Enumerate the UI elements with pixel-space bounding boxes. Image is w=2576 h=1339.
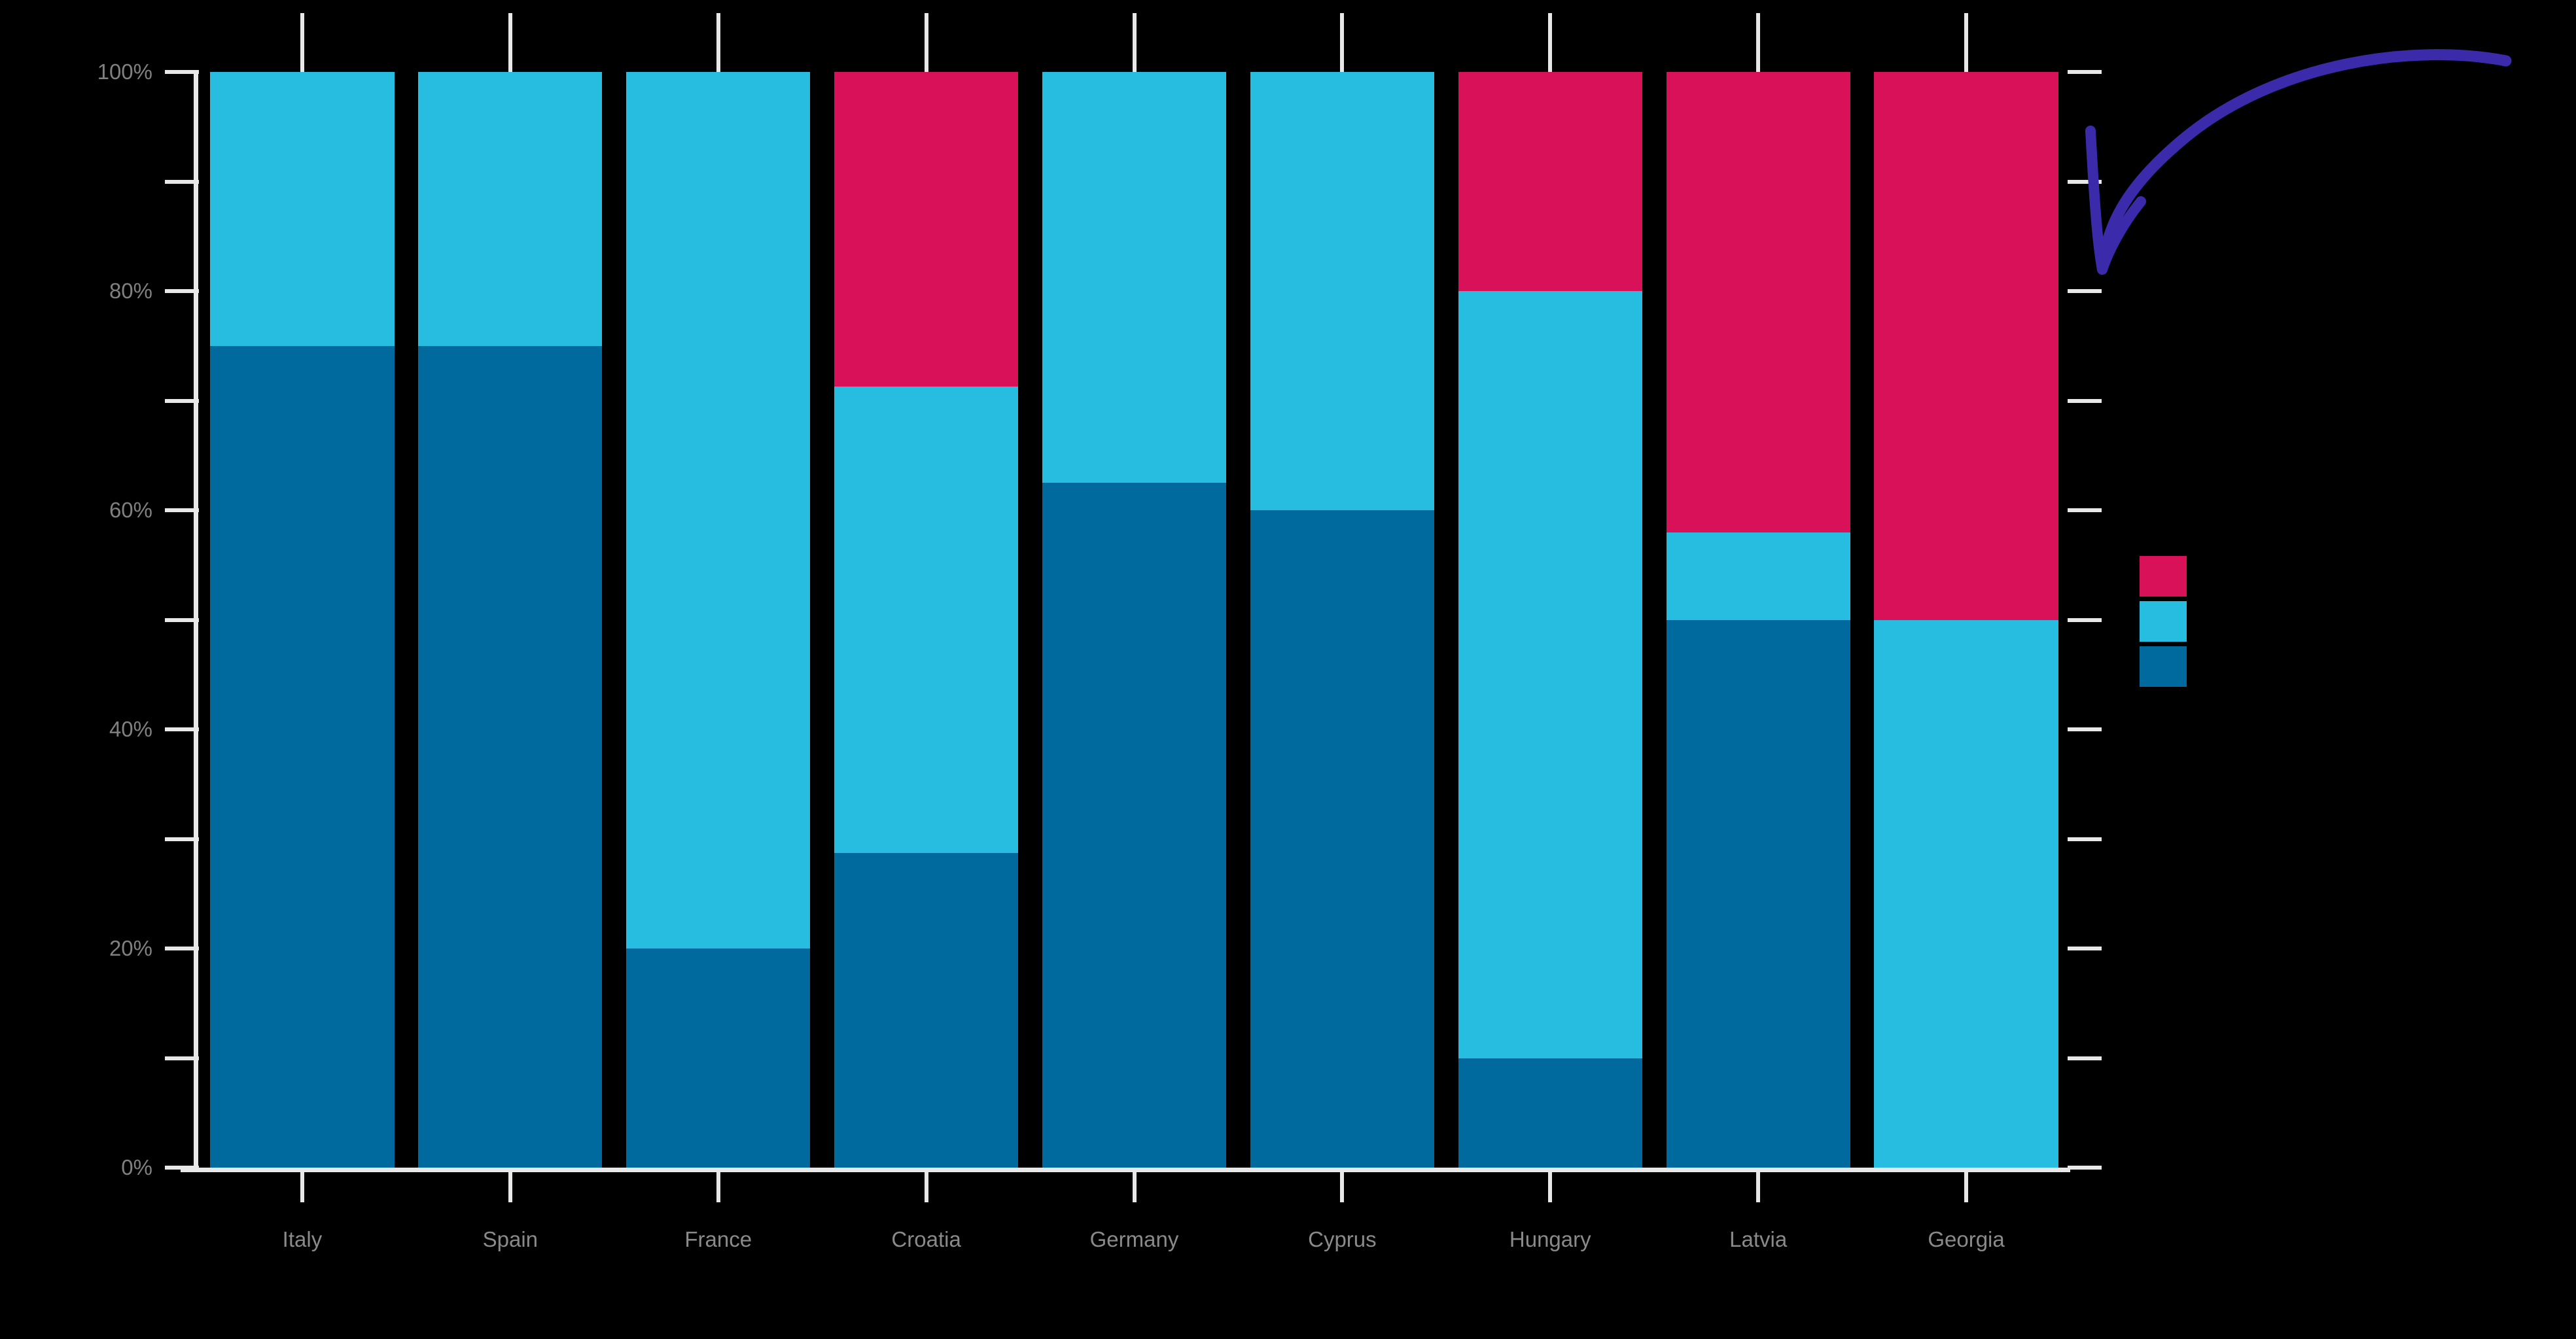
arrow-head-right <box>2097 196 2146 275</box>
bar-stack[interactable] <box>210 72 395 1168</box>
bar-segment[interactable] <box>1458 1058 1642 1168</box>
y-tick-minor <box>165 617 199 622</box>
bars-container <box>198 72 2070 1168</box>
bar-segment[interactable] <box>1042 483 1227 1168</box>
bar-segment[interactable] <box>210 72 395 346</box>
y-tick-major-right <box>2068 70 2102 74</box>
x-axis-category-label: Latvia <box>1729 1227 1788 1251</box>
bar-segment[interactable] <box>1666 619 1850 1168</box>
bar-segment[interactable] <box>1250 510 1435 1168</box>
x-tick-bottom <box>508 1170 512 1202</box>
x-tick-bottom <box>300 1170 304 1202</box>
x-tick-top <box>508 13 512 73</box>
y-tick-major-right <box>2068 289 2102 293</box>
legend-swatch-top[interactable] <box>2140 556 2187 597</box>
bar-segment[interactable] <box>1874 72 2058 620</box>
x-tick-top <box>1548 13 1553 73</box>
y-tick-major <box>165 947 199 950</box>
x-tick-top <box>1756 13 1761 73</box>
y-tick-major <box>165 1166 199 1170</box>
x-axis-category-label: Hungary <box>1509 1227 1591 1251</box>
y-tick-major-right <box>2068 947 2102 950</box>
y-tick-minor <box>165 837 199 841</box>
bar-stack[interactable] <box>1874 72 2058 1168</box>
y-tick-minor-right <box>2068 398 2102 403</box>
bar-segment[interactable] <box>1042 72 1227 483</box>
bar-segment[interactable] <box>1666 532 1850 620</box>
y-axis-tick-label: 0% <box>121 1155 152 1179</box>
y-tick-major-right <box>2068 508 2102 512</box>
x-tick-bottom <box>924 1170 928 1202</box>
y-tick-minor <box>165 179 199 184</box>
y-tick-major <box>165 289 199 293</box>
x-tick-bottom <box>1132 1170 1137 1202</box>
x-tick-bottom <box>1340 1170 1345 1202</box>
x-axis-category-label: Spain <box>482 1227 538 1251</box>
bar-stack[interactable] <box>1250 72 1435 1168</box>
x-axis-category-label: Germany <box>1089 1227 1179 1251</box>
arrow-head-left <box>2085 126 2108 275</box>
legend <box>2140 556 2187 691</box>
y-tick-major <box>165 70 199 74</box>
bar-segment[interactable] <box>1458 291 1642 1058</box>
y-tick-major <box>165 508 199 512</box>
bar-stack[interactable] <box>418 72 603 1168</box>
x-axis-category-label: France <box>684 1227 752 1251</box>
y-tick-minor-right <box>2068 1056 2102 1060</box>
x-axis-category-label: Cyprus <box>1308 1227 1377 1251</box>
y-axis-tick-label: 20% <box>109 936 152 960</box>
legend-swatch-bottom[interactable] <box>2140 646 2187 687</box>
x-tick-bottom <box>1964 1170 1969 1202</box>
x-tick-top <box>1340 13 1345 73</box>
bar-stack[interactable] <box>626 72 811 1168</box>
bar-segment[interactable] <box>1874 619 2058 1168</box>
bar-segment[interactable] <box>418 345 603 1168</box>
x-tick-bottom <box>716 1170 720 1202</box>
legend-swatch-middle[interactable] <box>2140 601 2187 642</box>
bar-stack[interactable] <box>1458 72 1642 1168</box>
bar-segment[interactable] <box>1458 72 1642 291</box>
annotation-arrow-icon <box>2085 49 2512 275</box>
bar-stack[interactable] <box>1042 72 1227 1168</box>
bar-segment[interactable] <box>1666 72 1850 532</box>
y-tick-minor <box>165 1056 199 1060</box>
bar-segment[interactable] <box>834 853 1019 1168</box>
bar-stack[interactable] <box>834 72 1019 1168</box>
y-axis-tick-label: 40% <box>109 717 152 741</box>
bar-segment[interactable] <box>834 72 1019 387</box>
x-tick-bottom <box>1756 1170 1761 1202</box>
bar-segment[interactable] <box>626 72 811 948</box>
bar-stack[interactable] <box>1666 72 1850 1168</box>
x-axis-line <box>181 1168 2070 1172</box>
y-tick-minor-right <box>2068 179 2102 184</box>
y-tick-minor-right <box>2068 617 2102 622</box>
y-axis-tick-label: 100% <box>97 60 152 84</box>
y-tick-major-right <box>2068 727 2102 731</box>
x-tick-bottom <box>1548 1170 1553 1202</box>
x-axis-category-label: Georgia <box>1928 1227 2005 1251</box>
x-tick-top <box>1964 13 1969 73</box>
x-tick-top <box>300 13 304 73</box>
y-tick-minor <box>165 398 199 403</box>
arrow-shaft <box>2096 49 2512 274</box>
y-axis-tick-label: 60% <box>109 498 152 522</box>
bar-segment[interactable] <box>418 72 603 346</box>
x-tick-top <box>716 13 720 73</box>
y-tick-minor-right <box>2068 837 2102 841</box>
x-tick-top <box>1132 13 1137 73</box>
bar-segment[interactable] <box>1250 72 1435 510</box>
bar-segment[interactable] <box>626 948 811 1168</box>
x-axis-category-label: Croatia <box>891 1227 961 1251</box>
x-tick-top <box>924 13 928 73</box>
y-tick-major-right <box>2068 1166 2102 1170</box>
bar-segment[interactable] <box>210 345 395 1168</box>
y-tick-major <box>165 727 199 731</box>
bar-segment[interactable] <box>834 386 1019 854</box>
x-axis-category-label: Italy <box>282 1227 323 1251</box>
y-axis-tick-label: 80% <box>109 279 152 303</box>
